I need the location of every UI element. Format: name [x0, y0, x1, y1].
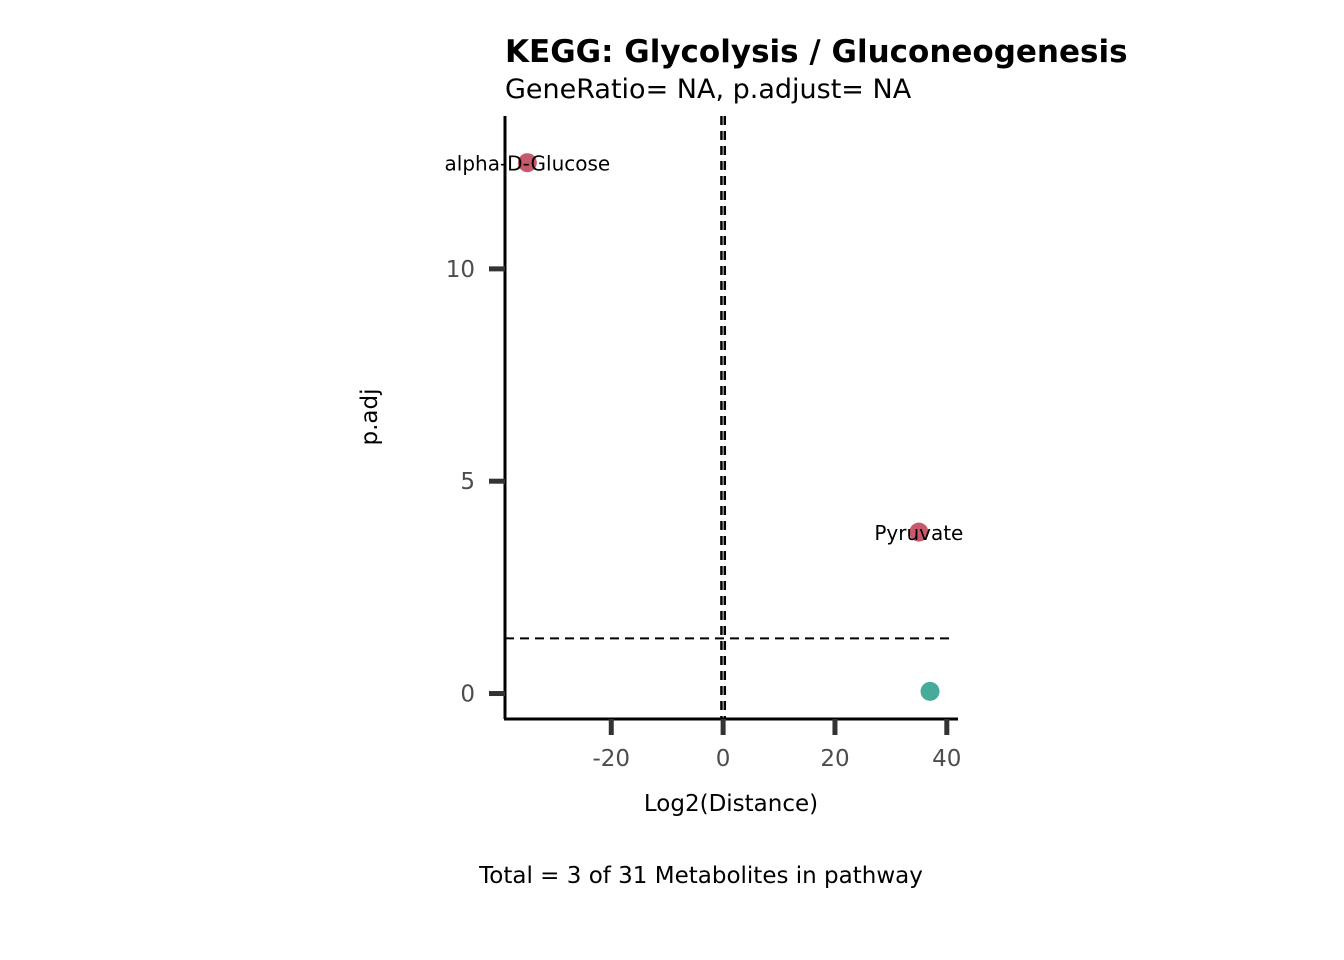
chart-subtitle: GeneRatio= NA, p.adjust= NA — [505, 74, 912, 105]
data-point-2 — [909, 522, 929, 542]
y-tick-label: 0 — [460, 682, 475, 708]
x-tick-label: 40 — [932, 746, 961, 772]
x-axis-ticks: -20 0 20 40 — [592, 719, 961, 772]
data-point-1 — [517, 153, 537, 173]
y-tick-label: 5 — [460, 469, 475, 495]
y-axis-ticks: 0 5 10 — [446, 257, 505, 708]
y-tick-label: 10 — [446, 257, 475, 283]
point-labels: alpha-D-Glucose Pyruvate — [445, 152, 964, 545]
point-label-1: alpha-D-Glucose — [445, 152, 611, 176]
data-point-3 — [920, 681, 940, 701]
x-tick-label: -20 — [592, 746, 630, 772]
chart-caption: Total = 3 of 31 Metabolites in pathway — [478, 863, 923, 889]
y-axis-title: p.adj — [357, 389, 383, 446]
x-axis-title: Log2(Distance) — [644, 791, 818, 817]
x-tick-label: 20 — [820, 746, 849, 772]
x-tick-label: 0 — [716, 746, 731, 772]
data-points — [517, 153, 940, 701]
point-label-2: Pyruvate — [874, 521, 963, 545]
reference-lines — [505, 116, 950, 719]
chart-title: KEGG: Glycolysis / Gluconeogenesis — [505, 34, 1128, 70]
